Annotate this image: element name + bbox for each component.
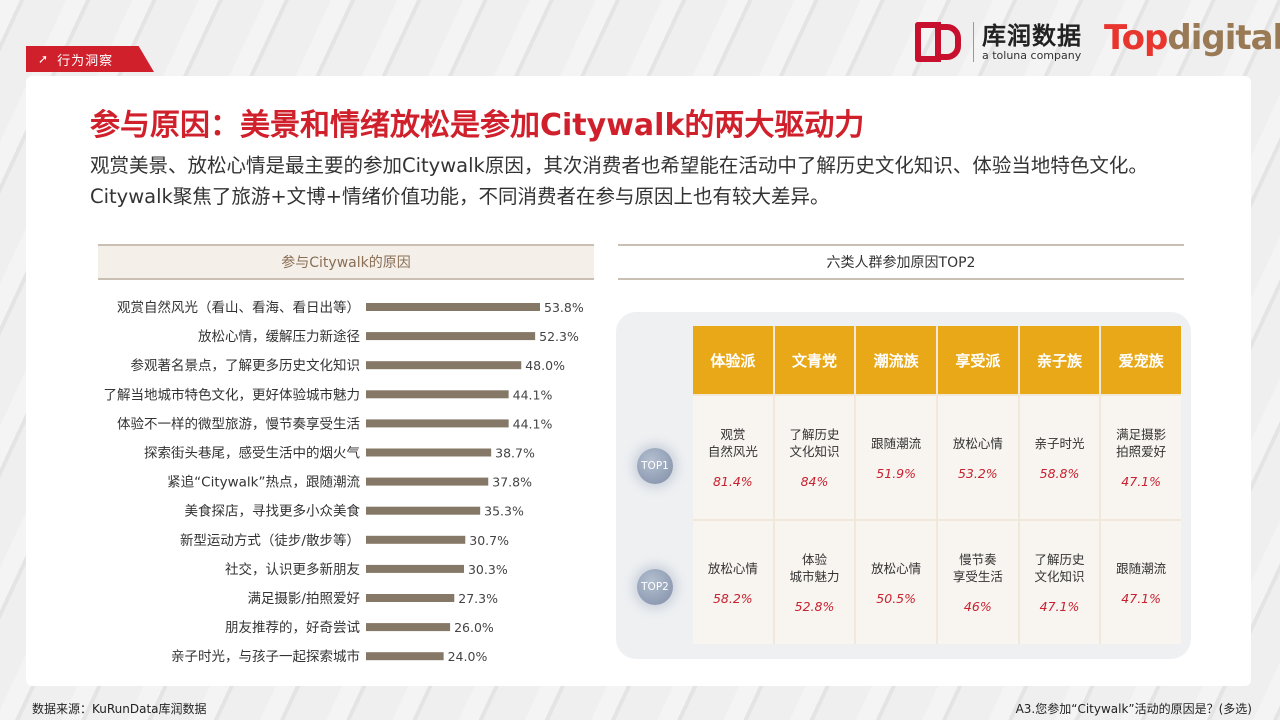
table-cell: 跟随潮流 47.1% <box>1101 521 1181 644</box>
bar-category-label: 观赏自然风光（看山、看海、看日出等） <box>117 299 360 316</box>
bar <box>366 361 522 370</box>
reason-label: 亲子时光 <box>1034 435 1085 451</box>
table-cell: 亲子时光 58.8% <box>1019 396 1100 519</box>
reason-percent: 81.4% <box>712 474 753 489</box>
reason-percent: 58.2% <box>712 590 753 606</box>
reason-label: 满足摄影 拍照爱好 <box>1116 427 1167 459</box>
reason-label: 跟随潮流 <box>1116 560 1167 576</box>
bar <box>366 594 455 602</box>
bar <box>366 390 509 399</box>
bar-category-label: 探索街头巷尾，感受生活中的烟火气 <box>144 445 360 462</box>
reason-percent: 52.8% <box>794 599 835 614</box>
group-header: 潮流族 <box>856 326 936 394</box>
bar <box>366 506 481 515</box>
bar-value-label: 24.0% <box>448 649 488 664</box>
reason-label: 放松心情 <box>871 560 922 576</box>
arrow-icon: ➚ <box>38 52 50 66</box>
data-source: 数据来源：KuRunData库润数据 <box>32 702 207 716</box>
reason-label: 体验 城市魅力 <box>789 552 840 584</box>
bar-category-label: 亲子时光，与孩子一起探索城市 <box>171 648 360 665</box>
group-header: 享受派 <box>937 326 1018 394</box>
page-description: 观赏美景、放松心情是最主要的参加Citywalk原因，其次消费者也希望能在活动中… <box>90 154 1148 208</box>
group-header: 亲子族 <box>1019 326 1100 394</box>
bar-category-label: 社交，认识更多新朋友 <box>225 561 360 578</box>
reason-percent: 58.8% <box>1039 465 1080 481</box>
group-header: 爱宠族 <box>1101 326 1181 394</box>
reason-percent: 53.2% <box>957 465 998 481</box>
bar-category-label: 参观著名景点，了解更多历史文化知识 <box>131 357 361 374</box>
bar <box>366 419 509 428</box>
table-cell: 跟随潮流 51.9% <box>856 396 936 519</box>
bar-value-label: 44.1% <box>513 416 553 431</box>
bar-category-label: 新型运动方式（徒步/散步等） <box>180 532 360 549</box>
group-top2-table: 体验派 文青党 潮流族 享受派 亲子族 爱宠族观赏 自然风光 81.4% 了解历史 文化知识 8… <box>693 326 1181 644</box>
table-header: 六类人群参加原因TOP2 <box>618 244 1184 280</box>
bar <box>366 535 466 544</box>
bar-category-label: 朋友推荐的，好奇尝试 <box>225 619 360 636</box>
bar <box>366 303 540 311</box>
bar-value-label: 52.3% <box>539 329 579 344</box>
bar-category-label: 放松心情，缓解压力新途径 <box>198 328 360 345</box>
page-title: 参与原因：美景和情绪放松是参加Citywalk的两大驱动力 <box>90 108 865 143</box>
section-tag-label: 行为洞察 <box>57 53 114 69</box>
bar <box>366 448 492 457</box>
reason-label: 放松心情 <box>952 435 1003 451</box>
table-cell: 慢节奏 享受生活 46% <box>937 521 1018 644</box>
table-cell: 观赏 自然风光 81.4% <box>693 396 773 519</box>
bar-category-label: 体验不一样的微型旅游，慢节奏享受生活 <box>117 415 360 432</box>
table-cell: 放松心情 50.5% <box>856 521 936 644</box>
reason-label: 了解历史 文化知识 <box>789 427 840 459</box>
group-header: 文青党 <box>774 326 855 394</box>
reason-label: 观赏 自然风光 <box>707 427 758 459</box>
section-tag: ➚ 行为洞察 <box>26 46 154 72</box>
reason-percent: 47.1% <box>1039 599 1080 614</box>
bar-category-label: 满足摄影/拍照爱好 <box>247 591 360 607</box>
bar <box>366 564 464 573</box>
bar-value-label: 27.3% <box>458 591 498 606</box>
bar-value-label: 30.3% <box>468 562 508 577</box>
bar-value-label: 48.0% <box>525 358 565 373</box>
kr-mark-icon <box>915 22 965 62</box>
bar <box>366 623 451 632</box>
kurun-logo-en: a toluna company <box>982 48 1082 62</box>
bar-value-label: 44.1% <box>513 387 553 402</box>
bar <box>366 652 444 661</box>
group-header: 体验派 <box>693 326 773 394</box>
bar-value-label: 35.3% <box>484 504 524 519</box>
bar-category-label: 了解当地城市特色文化，更好体验城市魅力 <box>104 386 361 403</box>
reason-percent: 47.1% <box>1121 590 1162 606</box>
table-cell: 放松心情 53.2% <box>937 396 1018 519</box>
bar-category-label: 美食探店，寻找更多小众美食 <box>185 503 361 520</box>
reason-label: 慢节奏 享受生活 <box>952 552 1003 584</box>
reasons-bar-chart: 观赏自然风光（看山、看海、看日出等） 53.8% 放松心情，缓解压力新途径 52.3%… <box>104 299 584 665</box>
bar-value-label: 26.0% <box>454 620 494 635</box>
bar-value-label: 30.7% <box>469 533 509 548</box>
table-cell: 了解历史 文化知识 47.1% <box>1019 521 1100 644</box>
reason-percent: 50.5% <box>876 590 917 606</box>
bar-value-label: 53.8% <box>544 300 584 315</box>
survey-question: A3.您参加“Citywalk”活动的原因是？(多选) <box>1015 702 1252 716</box>
kurun-logo-cn: 库润数据 <box>982 21 1082 50</box>
top1-badge: TOP1 <box>637 448 673 484</box>
reason-percent: 46% <box>963 599 992 614</box>
reason-percent: 47.1% <box>1121 474 1162 489</box>
bar-value-label: 38.7% <box>495 446 535 461</box>
reason-percent: 51.9% <box>876 465 917 481</box>
reason-label: 了解历史 文化知识 <box>1034 552 1085 584</box>
topdigital-logo: Topdigital <box>1104 18 1280 58</box>
bar-value-label: 37.8% <box>492 475 532 490</box>
top2-badge: TOP2 <box>637 569 673 605</box>
table-cell: 放松心情 58.2% <box>693 521 773 644</box>
table-cell: 满足摄影 拍照爱好 47.1% <box>1101 396 1181 519</box>
reason-label: 放松心情 <box>707 560 758 576</box>
reason-label: 跟随潮流 <box>871 435 922 451</box>
kurun-logo: 库润数据 a toluna company <box>915 22 1082 62</box>
table-cell: 体验 城市魅力 52.8% <box>774 521 855 644</box>
table-cell: 了解历史 文化知识 84% <box>774 396 855 519</box>
bar-category-label: 紧追“Citywalk”热点，跟随潮流 <box>167 475 360 491</box>
bar-chart-header: 参与Citywalk的原因 <box>98 244 594 280</box>
bar <box>366 332 536 341</box>
reason-percent: 84% <box>800 474 829 489</box>
bar <box>366 477 489 486</box>
